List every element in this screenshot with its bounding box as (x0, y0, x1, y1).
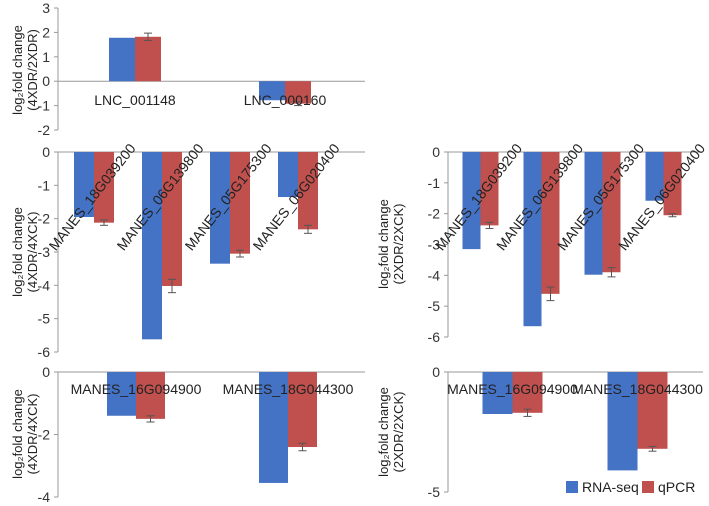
y-axis-title-line2: (2XDR/2XCK) (391, 204, 406, 285)
legend-swatch-rna-seq (566, 481, 578, 493)
y-axis-title-line2: (4XDR/4XCK) (25, 394, 40, 475)
y-tick-label: 2 (42, 24, 50, 40)
bar-rna-seq-manes-18g039200 (462, 152, 481, 250)
y-axis-title-line1: log₂fold change (10, 207, 25, 297)
category-label: LNC_000160 (244, 92, 327, 108)
bar-rna-seq-lnc-000160 (259, 81, 285, 101)
y-axis-title: log₂fold change(4XDR/2XDR) (10, 25, 40, 115)
category-label: MANES_18G044300 (223, 381, 354, 397)
y-axis-title: log₂fold change(2XDR/2XCK) (376, 199, 406, 289)
chart-panel-e: 0 -5 log₂fold change(2XDR/2XCK) MANES_16G09… (376, 364, 703, 500)
bar-qpcr-manes-16g094900 (512, 372, 543, 413)
y-tick-label: -1 (38, 98, 51, 114)
bar-qpcr-lnc-001148 (135, 36, 161, 82)
bar-qpcr-manes-05g175300 (602, 152, 621, 273)
bar-qpcr-lnc-000160 (285, 81, 311, 104)
bar-rna-seq-manes-18g039200 (74, 152, 94, 217)
bar-qpcr-manes-18g039200 (480, 152, 499, 226)
bar-qpcr-manes-05g175300 (230, 152, 250, 254)
y-axis-title-line1: log₂fold change (10, 389, 25, 479)
bar-qpcr-manes-06g139800 (541, 152, 560, 294)
bar-qpcr-manes-06g020400 (298, 152, 318, 230)
y-tick-label: -1 (428, 175, 441, 191)
bar-qpcr-manes-06g020400 (663, 152, 682, 216)
y-tick-label: -4 (38, 277, 51, 293)
category-label: MANES_16G094900 (447, 381, 578, 397)
category-label: MANES_18G044300 (572, 381, 703, 397)
bar-qpcr-manes-06g139800 (162, 152, 182, 286)
chart-panel-a: 3 2 1 0 -1 -2 log₂fold change(4XDR/2XDR) LNC_00… (10, 0, 365, 138)
bar-rna-seq-manes-06g020400 (645, 152, 664, 201)
y-tick-label: 0 (42, 73, 50, 89)
y-tick-label: 0 (432, 364, 440, 380)
chart-panel-d: 0 -2 -4 log₂fold change(4XDR/4XCK) MANES_16G… (10, 364, 365, 505)
y-axis-title-line2: (4XDR/2XDR) (25, 29, 40, 111)
bar-qpcr-manes-18g044300 (637, 372, 668, 449)
category-label: LNC_001148 (94, 92, 176, 108)
bar-rna-seq-manes-18g044300 (259, 372, 288, 483)
y-axis-title-line2: (4XDR/4XCK) (25, 212, 40, 293)
bar-qpcr-manes-18g044300 (288, 372, 317, 447)
y-tick-label: -2 (38, 211, 51, 227)
y-axis-title-line1: log₂fold change (10, 25, 25, 115)
bar-rna-seq-manes-16g094900 (107, 372, 136, 416)
bar-rna-seq-manes-05g175300 (584, 152, 603, 275)
y-tick-label: 0 (432, 144, 440, 160)
bar-rna-seq-manes-05g175300 (210, 152, 230, 264)
bar-rna-seq-manes-06g139800 (523, 152, 542, 327)
legend-swatch-qpcr (642, 481, 654, 493)
y-tick-label: -5 (428, 298, 441, 314)
y-axis-title: log₂fold change(4XDR/4XCK) (10, 389, 40, 479)
y-axis-title: log₂fold change(4XDR/4XCK) (10, 207, 40, 297)
y-tick-label: -3 (38, 244, 51, 260)
y-tick-label: 1 (42, 49, 50, 65)
bar-rna-seq-manes-06g139800 (142, 152, 162, 340)
y-tick-label: -6 (38, 344, 51, 360)
y-axis-title-line2: (2XDR/2XCK) (391, 392, 406, 473)
bar-rna-seq-manes-06g020400 (278, 152, 298, 197)
y-tick-label: -5 (38, 311, 51, 327)
bar-rna-seq-manes-18g044300 (607, 372, 638, 471)
y-axis-title: log₂fold change(2XDR/2XCK) (376, 387, 406, 477)
y-tick-label: 0 (42, 144, 50, 160)
legend-label-rna-seq: RNA-seq (582, 479, 639, 495)
bar-qpcr-manes-16g094900 (136, 372, 165, 419)
y-axis-title-line1: log₂fold change (376, 387, 391, 477)
y-tick-label: -2 (38, 427, 51, 443)
y-tick-label: 3 (42, 0, 50, 16)
y-tick-label: -4 (38, 489, 51, 505)
y-tick-label: -4 (428, 267, 441, 283)
y-tick-label: -5 (428, 484, 441, 500)
y-axis-title-line1: log₂fold change (376, 199, 391, 289)
bar-rna-seq-lnc-001148 (109, 37, 135, 82)
legend: RNA-seq qPCR (566, 479, 695, 495)
bar-qpcr-manes-18g039200 (94, 152, 114, 223)
y-tick-label: 0 (42, 364, 50, 380)
bar-rna-seq-manes-16g094900 (482, 372, 513, 414)
y-tick-label: -1 (38, 177, 51, 193)
y-tick-label: -2 (428, 206, 441, 222)
y-tick-label: -2 (38, 122, 51, 138)
y-tick-label: -6 (428, 329, 441, 345)
legend-label-qpcr: qPCR (658, 479, 695, 495)
category-label: MANES_16G094900 (71, 381, 202, 397)
y-tick-label: -3 (428, 237, 441, 253)
